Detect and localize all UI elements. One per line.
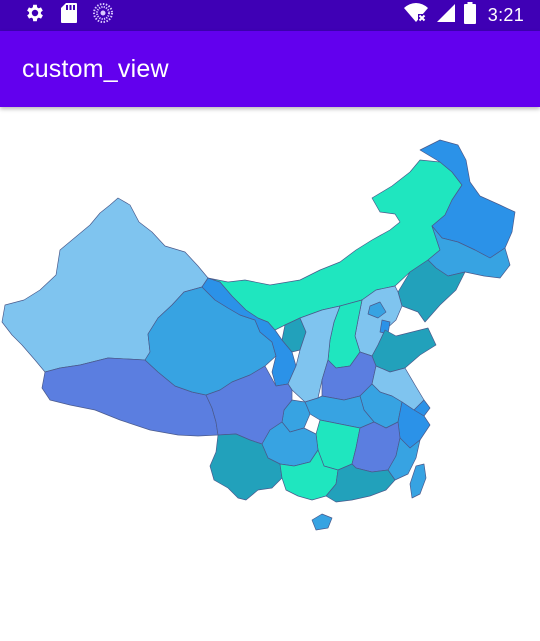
province-beijing[interactable] [367, 301, 387, 319]
loading-dots-icon [92, 2, 114, 29]
province-hubei[interactable] [304, 395, 375, 429]
gear-icon [24, 2, 46, 29]
cell-signal-icon [436, 3, 456, 28]
app-bar: custom_view [0, 31, 540, 107]
province-fujian[interactable] [387, 437, 421, 481]
status-bar: 3:21 [0, 0, 540, 31]
province-hainan[interactable] [311, 513, 333, 531]
china-map-svg [1, 139, 516, 531]
app-title: custom_view [22, 54, 169, 83]
status-right-icons: 3:21 [396, 2, 524, 29]
china-map [0, 107, 540, 641]
province-yunnan[interactable] [209, 433, 283, 501]
wifi-icon [403, 3, 428, 28]
status-time: 3:21 [487, 5, 524, 25]
sd-card-icon [60, 2, 78, 29]
battery-icon [463, 2, 476, 29]
status-left-icons [24, 2, 128, 29]
province-guangdong[interactable] [325, 463, 396, 503]
province-taiwan[interactable] [409, 463, 427, 499]
